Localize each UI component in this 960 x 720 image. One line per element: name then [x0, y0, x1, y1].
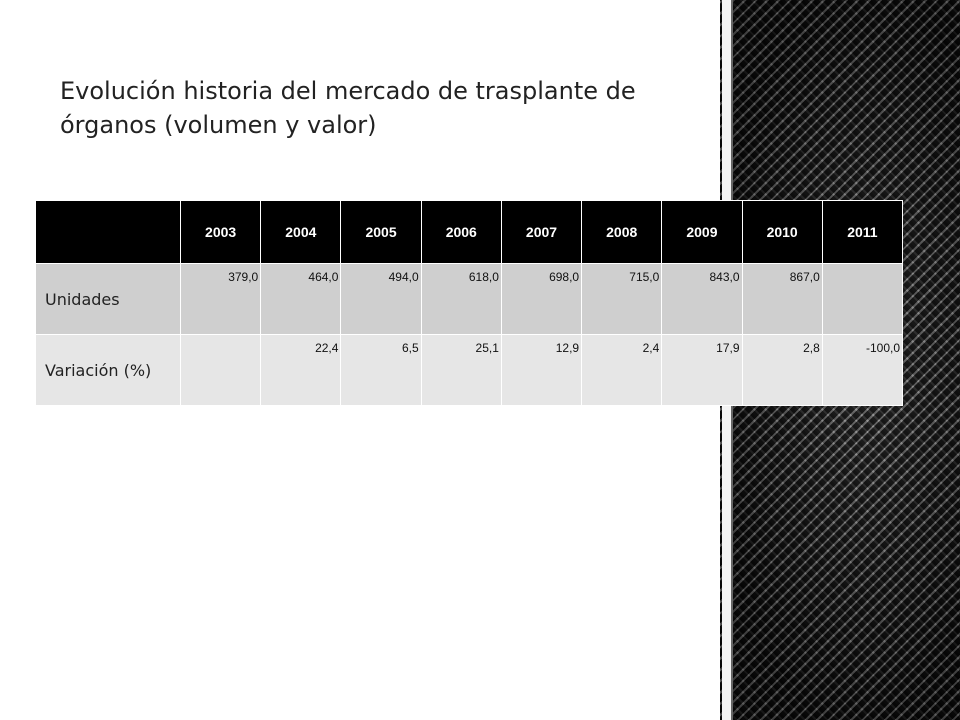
value-cell: 17,9	[661, 334, 743, 406]
value-cell: 494,0	[340, 263, 422, 335]
year-header: 2008	[581, 200, 663, 264]
year-header: 2003	[179, 200, 262, 264]
value-cell: 715,0	[581, 263, 663, 335]
value-cell: 22,4	[260, 334, 342, 406]
year-header: 2004	[260, 200, 342, 264]
value-cell: 12,9	[500, 334, 583, 406]
row-label: Unidades	[35, 263, 181, 335]
empty-cell	[821, 263, 904, 335]
corner-cell	[35, 200, 181, 264]
value-cell: 867,0	[741, 263, 823, 335]
value-cell: 618,0	[420, 263, 502, 335]
table-row: Variación (%) 22,4 6,5 25,1 12,9 2,4 17,9 2,8 -1…	[35, 334, 904, 406]
value-cell: 2,8	[741, 334, 823, 406]
year-header: 2006	[420, 200, 502, 264]
year-header: 2010	[741, 200, 823, 264]
value-cell: 698,0	[500, 263, 583, 335]
year-header: 2005	[340, 200, 422, 264]
year-header: 2011	[821, 200, 904, 264]
value-cell: 2,4	[581, 334, 663, 406]
slide-title: Evolución historia del mercado de traspl…	[60, 77, 636, 139]
table-row: Unidades 379,0 464,0 494,0 618,0 698,0 715,0 84…	[35, 263, 904, 335]
header-row: 2003 2004 2005 2006 2007 2008 2009 2010 2011	[35, 200, 904, 264]
empty-cell	[179, 334, 262, 406]
value-cell: 843,0	[661, 263, 743, 335]
value-cell: -100,0	[821, 334, 904, 406]
year-header: 2007	[500, 200, 583, 264]
value-cell: 464,0	[260, 263, 342, 335]
value-cell: 25,1	[420, 334, 502, 406]
row-label: Variación (%)	[35, 334, 181, 406]
data-table: 2003 2004 2005 2006 2007 2008 2009 2010 2011 Uni…	[35, 200, 904, 406]
year-header: 2009	[661, 200, 743, 264]
value-cell: 379,0	[179, 263, 262, 335]
value-cell: 6,5	[340, 334, 422, 406]
